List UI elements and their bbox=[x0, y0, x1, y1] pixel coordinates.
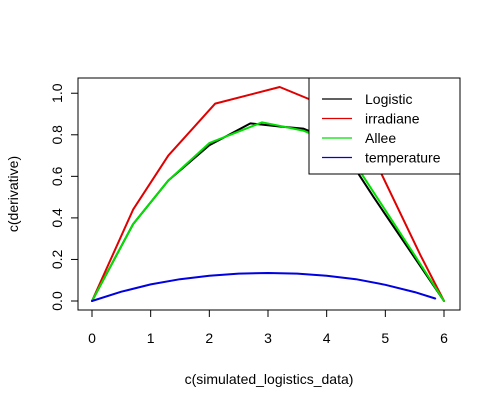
y-tick-label: 0.2 bbox=[49, 250, 65, 270]
x-tick-label: 1 bbox=[147, 330, 155, 346]
y-tick-label: 0.4 bbox=[49, 208, 65, 228]
x-axis-title: c(simulated_logistics_data) bbox=[185, 371, 354, 387]
x-axis: 0 1 2 3 4 5 6 bbox=[88, 310, 448, 346]
legend-label: Logistic bbox=[365, 91, 412, 107]
y-tick-label: 0.8 bbox=[49, 125, 65, 145]
legend-label: Allee bbox=[365, 130, 396, 146]
y-tick-label: 0.0 bbox=[49, 291, 65, 311]
y-tick-label: 1.0 bbox=[49, 83, 65, 103]
legend-label: irradiane bbox=[365, 111, 420, 127]
y-axis: 0.0 0.2 0.4 0.6 0.8 1.0 bbox=[49, 83, 78, 310]
x-tick-label: 6 bbox=[440, 330, 448, 346]
y-axis-title: c(derivative) bbox=[5, 156, 21, 232]
x-tick-label: 3 bbox=[264, 330, 272, 346]
legend: Logistic irradiane Allee temperature bbox=[309, 78, 460, 174]
y-tick-label: 0.6 bbox=[49, 166, 65, 186]
legend-label: temperature bbox=[365, 150, 441, 166]
series-line-temperature bbox=[92, 273, 435, 301]
x-tick-label: 0 bbox=[88, 330, 96, 346]
x-tick-label: 5 bbox=[381, 330, 389, 346]
x-tick-label: 4 bbox=[323, 330, 331, 346]
x-tick-label: 2 bbox=[205, 330, 213, 346]
